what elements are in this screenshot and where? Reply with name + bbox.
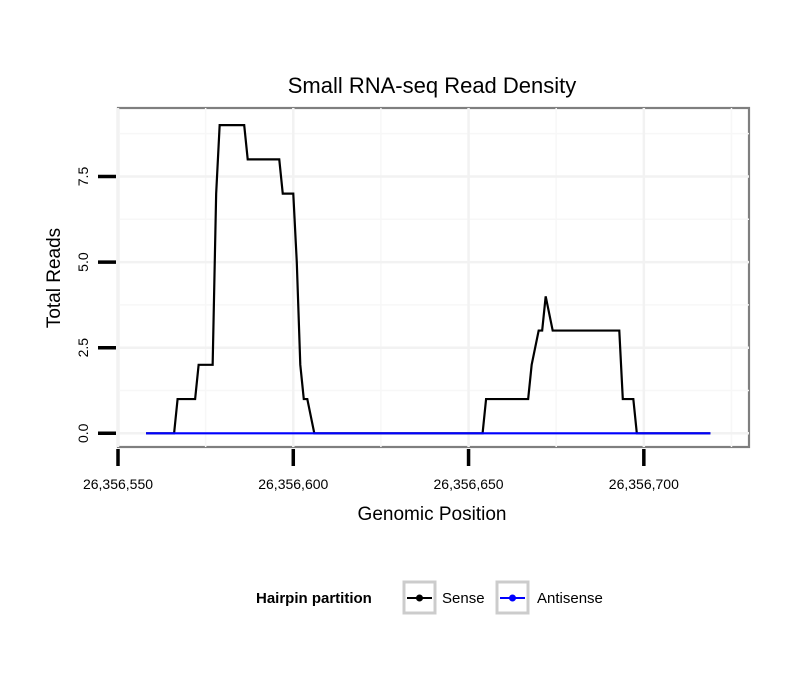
y-axis: 0.0 2.5 5.0 7.5 [75,167,116,443]
legend-item-antisense: Antisense [495,580,603,615]
legend-point-sense [416,594,423,602]
y-tick-label: 5.0 [75,252,91,272]
plot-panel [116,106,751,449]
legend-item-sense: Sense [402,580,485,615]
grid-minor [118,108,749,447]
legend: Hairpin partition Sense Antisense [256,580,603,615]
legend-label-antisense: Antisense [537,590,603,607]
x-tick-label: 26,356,550 [83,476,153,492]
series-line-sense [146,124,711,435]
x-tick-label: 26,356,700 [609,476,679,492]
x-tick-label: 26,356,650 [434,476,504,492]
y-tick-label: 0.0 [75,423,91,443]
chart-title: Small RNA-seq Read Density [288,73,577,98]
y-tick-label: 7.5 [75,167,91,187]
series-group [146,124,711,435]
x-axis-title: Genomic Position [358,504,507,525]
y-axis-title: Total Reads [44,228,65,328]
x-tick-label: 26,356,600 [258,476,328,492]
legend-label-sense: Sense [442,590,485,607]
x-axis: 26,356,550 26,356,600 26,356,650 26,356,700 [83,449,679,492]
y-tick-label: 2.5 [75,338,91,358]
legend-title: Hairpin partition [256,590,372,607]
legend-point-antisense [509,594,516,602]
